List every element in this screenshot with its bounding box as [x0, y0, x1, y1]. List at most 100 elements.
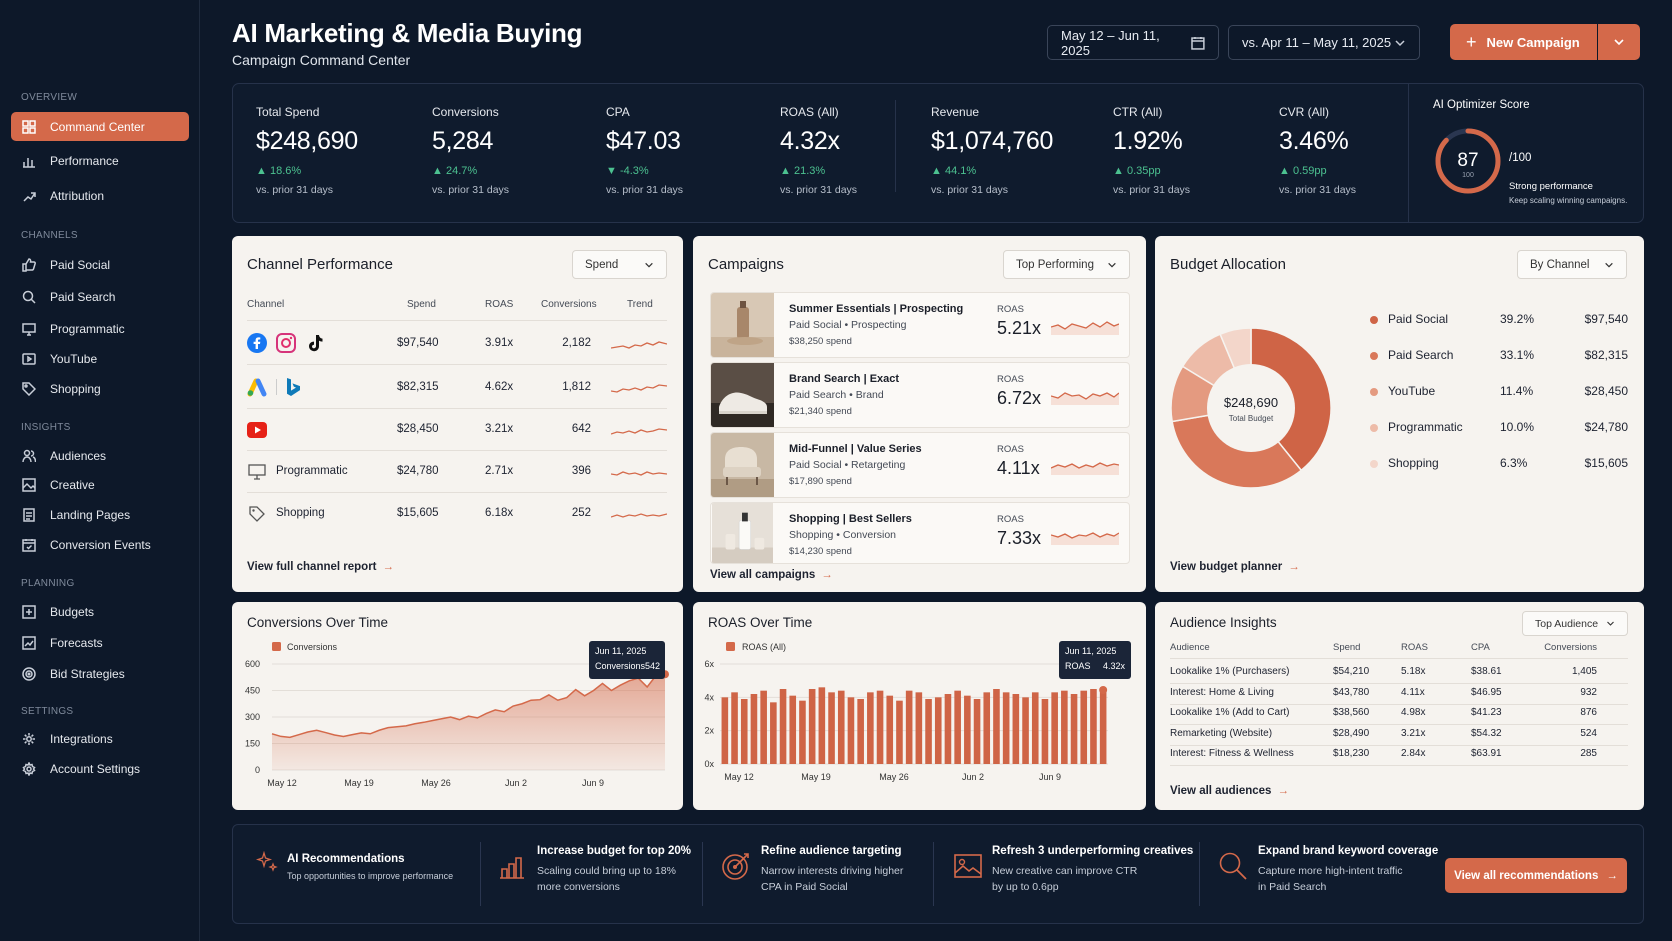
recommendation-desc: Capture more high-intent traffic in Paid …: [1258, 863, 1438, 895]
roas-bar: [808, 689, 816, 764]
sidebar-item-label: Performance: [50, 153, 119, 168]
card-title: Channel Performance: [247, 256, 393, 273]
compare-range-select[interactable]: vs. Apr 11 – May 11, 2025: [1228, 25, 1420, 60]
recommendation-item[interactable]: Increase budget for top 20% Scaling coul…: [537, 845, 691, 895]
kpi-value: 4.32x: [780, 127, 840, 155]
kpi-label: ROAS (All): [780, 105, 839, 119]
table-row[interactable]: Lookalike 1% (Purchasers) $54,210 5.18x $38…: [1155, 664, 1644, 682]
budget-legend-item: Shopping 6.3% $15,605: [1370, 456, 1628, 472]
row-divider: [1170, 683, 1628, 684]
table-row[interactable]: $82,315 4.62x 1,812: [247, 366, 667, 408]
x-tick-label: May 19: [344, 778, 374, 788]
view-all-recommendations-button[interactable]: View all recommendations →: [1445, 858, 1627, 893]
budget-allocation-card: Budget Allocation By Channel $248,690 To…: [1155, 236, 1644, 592]
campaign-roas-label: ROAS: [997, 304, 1024, 315]
sidebar-item-account-settings[interactable]: Account Settings: [11, 754, 189, 783]
sidebar-item-programmatic[interactable]: Programmatic: [11, 314, 189, 343]
audience-filter-dropdown[interactable]: Top Audience: [1522, 611, 1628, 636]
roas-bar: [944, 694, 952, 764]
view-budget-planner-link[interactable]: View budget planner →: [1170, 561, 1300, 573]
new-campaign-menu-button[interactable]: [1598, 24, 1640, 60]
roas-bar: [993, 689, 1000, 764]
new-campaign-button[interactable]: + New Campaign: [1450, 24, 1597, 60]
recommendation-item[interactable]: Expand brand keyword coverage Capture mo…: [1258, 845, 1438, 895]
kpi-value: $1,074,760: [931, 127, 1054, 155]
view-channel-report-link[interactable]: View full channel report →: [247, 561, 394, 573]
budget-total-value: $248,690: [1224, 395, 1278, 410]
sidebar-item-budgets[interactable]: Budgets: [11, 597, 189, 626]
up-arrow-icon: ▲: [780, 165, 794, 177]
table-row[interactable]: Programmatic $24,780 2.71x 396: [247, 452, 667, 492]
audience-cell: Interest: Home & Living: [1170, 686, 1274, 698]
legend-label: Paid Search: [1388, 348, 1454, 362]
budget-donut-chart: $248,690 Total Budget: [1170, 327, 1332, 489]
sidebar-item-performance[interactable]: Performance: [11, 146, 189, 175]
table-row[interactable]: Remarketing (Website) $28,490 3.21x $54.32 5…: [1155, 726, 1644, 744]
y-tick-label: 150: [245, 739, 260, 749]
kpi-change: ▲ 0.59pp: [1279, 165, 1356, 177]
sidebar-item-shopping[interactable]: Shopping: [11, 374, 189, 403]
recommendation-desc-line: in Paid Search: [1258, 881, 1327, 893]
facebook-icon: [247, 333, 267, 353]
table-row[interactable]: Shopping $15,605 6.18x 252: [247, 494, 667, 534]
recommendation-desc: Narrow interests driving higher CPA in Pa…: [761, 863, 903, 895]
kpi-value: $248,690: [256, 127, 358, 155]
sidebar-item-landing-pages[interactable]: Landing Pages: [11, 500, 189, 529]
legend-amount: $15,605: [1584, 456, 1628, 470]
campaign-filter-dropdown[interactable]: Top Performing: [1003, 250, 1130, 279]
kpi-cvr: CVR (All) 3.46% ▲ 0.59pp vs. prior 31 da…: [1279, 105, 1356, 196]
table-row[interactable]: Lookalike 1% (Add to Cart) $38,560 4.98x $4…: [1155, 705, 1644, 723]
table-row[interactable]: Interest: Fitness & Wellness $18,230 2.84x…: [1155, 746, 1644, 764]
legend-swatch: [1370, 423, 1378, 432]
channel-spend: $97,540: [397, 337, 439, 349]
sidebar-item-attribution[interactable]: Attribution: [11, 181, 189, 210]
sidebar-item-label: Command Center: [50, 119, 145, 134]
channel-metric-dropdown[interactable]: Spend: [572, 250, 667, 279]
budget-legend-item: Paid Search 33.1% $82,315: [1370, 348, 1628, 364]
view-all-campaigns-link[interactable]: View all campaigns →: [710, 569, 833, 581]
down-arrow-icon: ▼: [606, 165, 620, 177]
tooltip-value: 542: [645, 661, 661, 671]
chart-tooltip: Jun 11, 2025 Conversions 542: [589, 641, 665, 679]
x-tick-label: Jun 9: [1039, 772, 1061, 782]
date-range-picker[interactable]: May 12 – Jun 11, 2025: [1047, 25, 1219, 60]
target-icon: [22, 666, 36, 681]
roas-bar: [837, 690, 845, 764]
sidebar-item-creative[interactable]: Creative: [11, 470, 189, 499]
sidebar-item-audiences[interactable]: Audiences: [11, 441, 189, 470]
sidebar-item-forecasts[interactable]: Forecasts: [11, 628, 189, 657]
sidebar-item-conversion-events[interactable]: Conversion Events: [11, 530, 189, 559]
campaign-item[interactable]: Summer Essentials | Prospecting Paid Soc…: [710, 292, 1130, 358]
table-row[interactable]: $97,540 3.91x 2,182: [247, 322, 667, 364]
channel-conversions: 252: [571, 507, 591, 519]
table-row[interactable]: $28,450 3.21x 642: [247, 410, 667, 450]
view-all-audiences-link[interactable]: View all audiences →: [1170, 785, 1289, 797]
recommendation-item[interactable]: Refresh 3 underperforming creatives New …: [992, 845, 1193, 895]
new-campaign-label: New Campaign: [1486, 34, 1580, 50]
ai-score-denominator: /100: [1509, 152, 1532, 164]
recommendation-desc: New creative can improve CTR by up to 0.6…: [992, 863, 1193, 895]
campaign-sparkline: [1051, 462, 1119, 475]
sidebar-item-command-center[interactable]: Command Center: [11, 112, 189, 141]
campaign-item[interactable]: Brand Search | Exact Paid Search • Brand…: [710, 362, 1130, 428]
compare-range-label: vs. Apr 11 – May 11, 2025: [1242, 35, 1392, 50]
sidebar-item-integrations[interactable]: Integrations: [11, 724, 189, 753]
table-row[interactable]: Interest: Home & Living $43,780 4.11x $46.9…: [1155, 685, 1644, 703]
campaign-item[interactable]: Mid-Funnel | Value Series Paid Social • …: [710, 432, 1130, 498]
page-title: AI Marketing & Media Buying: [232, 18, 583, 48]
sidebar-item-youtube[interactable]: YouTube: [11, 344, 189, 373]
sidebar-item-bid-strategies[interactable]: Bid Strategies: [11, 659, 189, 688]
legend-label: YouTube: [1388, 384, 1436, 398]
sidebar-item-paid-search[interactable]: Paid Search: [11, 282, 189, 311]
chart-highlight-point: [1099, 686, 1108, 694]
roas-bar: [857, 699, 864, 764]
campaign-item[interactable]: Shopping | Best Sellers Shopping • Conve…: [710, 502, 1130, 564]
sidebar-item-paid-social[interactable]: Paid Social: [11, 250, 189, 279]
roas-bar: [799, 700, 806, 764]
sidebar-section-settings: Settings: [21, 706, 74, 717]
roas-bar: [905, 690, 913, 764]
recommendation-item[interactable]: Refine audience targeting Narrow interes…: [761, 845, 903, 895]
budget-group-dropdown[interactable]: By Channel: [1517, 250, 1627, 279]
campaign-thumbnail: [711, 433, 774, 497]
roas-bar: [964, 695, 971, 764]
